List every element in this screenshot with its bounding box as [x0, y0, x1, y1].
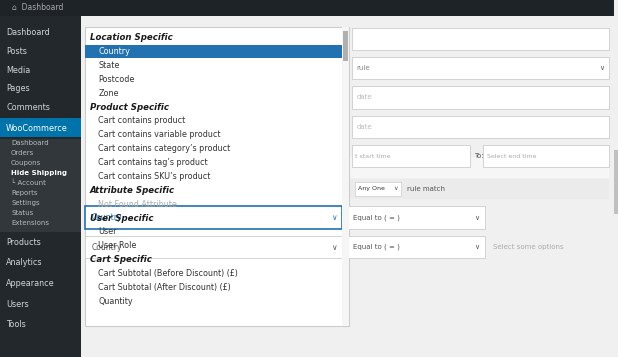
Text: WooCommerce: WooCommerce [6, 124, 68, 133]
Text: Cart contains tag’s product: Cart contains tag’s product [98, 158, 208, 167]
Text: Analytics: Analytics [6, 258, 43, 267]
Bar [352, 145, 470, 167]
Text: Appearance: Appearance [6, 279, 55, 288]
Bar [347, 206, 485, 229]
Bar [0, 16, 81, 357]
Bar [347, 236, 485, 258]
Text: ∨: ∨ [331, 243, 336, 252]
Text: Reports: Reports [11, 190, 38, 196]
Text: ∨: ∨ [474, 215, 479, 221]
Text: Status: Status [11, 210, 33, 216]
Text: Cart Subtotal (Before Discount) (£): Cart Subtotal (Before Discount) (£) [98, 269, 238, 278]
Text: Equal to ( = ): Equal to ( = ) [353, 244, 400, 251]
Text: Pages: Pages [6, 84, 30, 94]
Text: Products: Products [6, 237, 41, 247]
Text: Settings: Settings [11, 200, 40, 206]
Text: Media: Media [6, 66, 30, 75]
Text: Product Specific: Product Specific [90, 102, 169, 111]
Bar [349, 157, 609, 178]
Text: ∨: ∨ [474, 244, 479, 250]
Text: ⌂  Dashboard: ⌂ Dashboard [12, 3, 64, 12]
Text: Comments: Comments [6, 103, 50, 112]
Text: Postcode: Postcode [98, 75, 135, 84]
Text: Posts: Posts [6, 47, 27, 56]
Text: Orders: Orders [11, 150, 35, 156]
Bar [483, 145, 609, 167]
Bar [0, 139, 81, 232]
Text: Not Found Attribute: Not Found Attribute [98, 200, 177, 209]
Bar [0, 0, 618, 16]
Text: Cart contains SKU’s product: Cart contains SKU’s product [98, 172, 211, 181]
Text: ◀: ◀ [74, 125, 80, 131]
Bar [343, 31, 348, 61]
Bar [85, 45, 342, 59]
Text: date: date [357, 124, 372, 130]
Text: rule match: rule match [407, 186, 445, 192]
Text: To:: To: [473, 153, 483, 159]
Text: t start time: t start time [355, 154, 390, 159]
Text: Zone: Zone [98, 89, 119, 98]
Text: Attribute Specific: Attribute Specific [90, 186, 175, 195]
Text: User: User [98, 227, 117, 236]
Text: User Specific: User Specific [90, 213, 153, 223]
Bar [355, 182, 401, 196]
Bar [352, 86, 609, 109]
Text: Dashboard: Dashboard [11, 140, 49, 146]
Text: User Role: User Role [98, 241, 137, 250]
Text: Quantity: Quantity [98, 297, 133, 306]
Text: Select some options: Select some options [493, 244, 564, 250]
Text: Cart contains product: Cart contains product [98, 116, 185, 125]
Bar [352, 116, 609, 138]
Bar [352, 28, 609, 50]
Text: Equal to ( = ): Equal to ( = ) [353, 214, 400, 221]
Text: Cart contains category’s product: Cart contains category’s product [98, 144, 231, 153]
Text: rule: rule [357, 65, 370, 71]
Text: Hide Shipping: Hide Shipping [11, 170, 67, 176]
Text: ∨: ∨ [331, 213, 336, 222]
Text: date: date [357, 95, 372, 100]
Bar [352, 57, 609, 79]
Text: Location Specific: Location Specific [90, 33, 172, 42]
Text: State: State [98, 61, 120, 70]
Bar [85, 236, 342, 258]
Bar [342, 27, 349, 326]
Text: ∨: ∨ [393, 186, 397, 191]
Text: Extensions: Extensions [11, 220, 49, 226]
Text: Country: Country [92, 243, 122, 252]
Text: Country: Country [92, 213, 122, 222]
Bar [349, 178, 609, 199]
Bar [85, 27, 349, 326]
Text: ∨: ∨ [599, 65, 604, 71]
Text: └ Account: └ Account [11, 180, 46, 186]
Text: Cart Subtotal (After Discount) (£): Cart Subtotal (After Discount) (£) [98, 283, 231, 292]
Text: Cart contains variable product: Cart contains variable product [98, 130, 221, 139]
Text: Country: Country [98, 47, 130, 56]
Text: Cart Specific: Cart Specific [90, 255, 151, 264]
Bar [614, 0, 618, 357]
Text: Any One: Any One [358, 186, 385, 191]
Bar [85, 206, 342, 229]
Text: Coupons: Coupons [11, 160, 41, 166]
Bar [81, 16, 618, 357]
Bar [0, 118, 81, 137]
Text: Dashboard: Dashboard [6, 28, 50, 37]
Text: Tools: Tools [6, 320, 26, 330]
Bar [614, 150, 618, 214]
Text: Select end time: Select end time [486, 154, 536, 159]
Text: Users: Users [6, 300, 29, 309]
